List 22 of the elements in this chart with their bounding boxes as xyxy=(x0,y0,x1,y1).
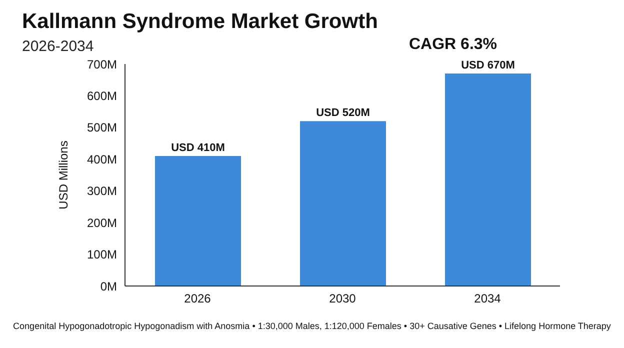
bar xyxy=(445,74,531,286)
text: CAGR 6.3% xyxy=(408,36,498,54)
chart-title: Kallmann Syndrome Market Growth xyxy=(22,10,378,34)
y-tick-label: 400M xyxy=(86,152,117,166)
y-tick-label: 200M xyxy=(86,216,117,230)
y-tick-label: 100M xyxy=(86,248,117,262)
y-tick-label: 0M xyxy=(100,279,117,294)
chart-subtitle: 2026-2034 xyxy=(22,38,94,55)
bar xyxy=(300,121,386,286)
y-tick-label: 500M xyxy=(86,120,117,135)
text: Congenital Hypogonadotropic Hypogonadism with Anosmia • 1:30,000 Males, 1:120,000 Females • 30+ Causative Genes • Lifelong Hormone Therapy xyxy=(12,321,612,331)
data-label: USD 520M xyxy=(316,107,370,120)
data-label: USD 410M xyxy=(171,142,225,154)
x-tick-label: 2026 xyxy=(184,292,212,306)
y-tick-label: 700M xyxy=(86,57,117,72)
y-tick-label: 600M xyxy=(86,88,117,103)
data-label: USD 670M xyxy=(461,60,515,72)
y-axis-title: USD Millions xyxy=(56,140,70,210)
y-tick-label: 300M xyxy=(86,184,117,198)
x-tick-label: 2034 xyxy=(474,292,502,306)
x-tick-label: 2030 xyxy=(329,292,356,306)
bar xyxy=(155,156,241,286)
